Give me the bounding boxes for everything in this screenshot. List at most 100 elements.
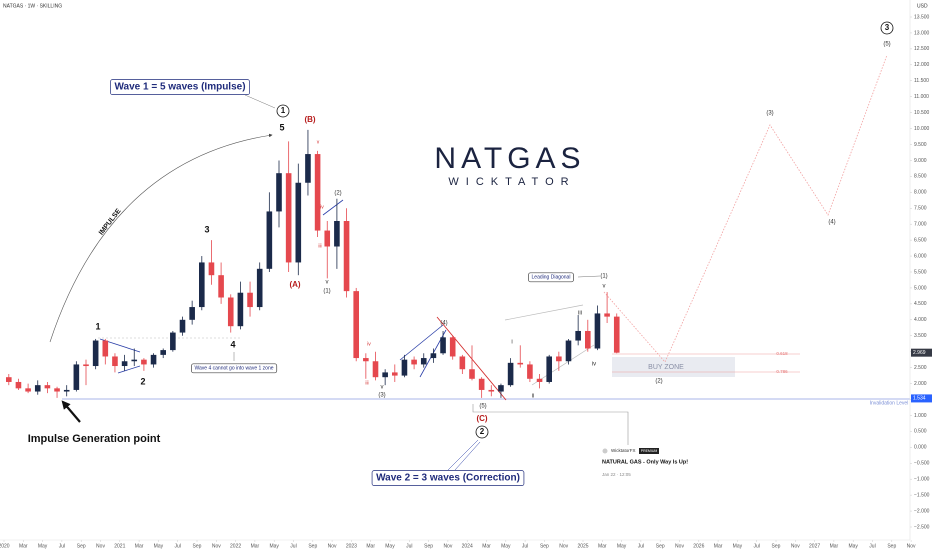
- y-tick-label: 12.500: [914, 46, 930, 52]
- candle-body: [92, 340, 99, 367]
- annotation-text: iii: [365, 380, 368, 386]
- annotation-text: 0.618: [776, 351, 788, 356]
- annotation-text: iii: [318, 243, 321, 249]
- candle-body: [150, 354, 157, 365]
- annotation-text: iv: [367, 341, 371, 347]
- badge-bg: [639, 448, 659, 454]
- pointer: [244, 94, 276, 109]
- candle-body: [15, 381, 22, 389]
- candle-body: [604, 313, 610, 317]
- annotation-text: 1: [281, 106, 286, 115]
- x-tick-label: Mar: [366, 543, 375, 549]
- candle-body: [170, 332, 176, 351]
- candle-body: [430, 353, 437, 359]
- y-tick-label: 7.000: [914, 222, 927, 228]
- trend-line: [436, 316, 507, 401]
- annotation-text: 3: [204, 224, 209, 234]
- candle-body: [585, 330, 591, 349]
- annotation-text: (1): [323, 289, 330, 295]
- candle-body: [179, 319, 186, 333]
- diagonal-line: [531, 344, 595, 386]
- annotation: v: [381, 385, 384, 391]
- x-tick-label: May: [501, 543, 511, 549]
- x-tick-label: May: [154, 543, 164, 549]
- y-tick-label: 1.000: [914, 413, 927, 419]
- logo-sub: WICKTATOR: [448, 176, 575, 188]
- x-tick-label: Mar: [135, 543, 144, 549]
- candle-body: [131, 359, 138, 362]
- annotation-text: 2: [480, 427, 485, 436]
- candle-body: [546, 356, 552, 382]
- annotation: v: [317, 139, 320, 145]
- x-tick-label: Nov: [675, 543, 684, 549]
- candle-body: [285, 173, 292, 263]
- annotation: Impulse Generation point: [28, 433, 161, 445]
- price-label: 2.969: [913, 350, 926, 356]
- candle-body: [305, 154, 311, 183]
- badge: PREMIUM: [641, 449, 658, 453]
- y-tick-label: 3.500: [914, 333, 927, 339]
- candle-body: [343, 221, 350, 292]
- annotation: 0.618: [776, 351, 788, 356]
- candle-body: [420, 358, 427, 365]
- annotation: 0.786: [776, 369, 788, 374]
- annotation: 3: [880, 21, 894, 35]
- y-tick-label: −2.000: [914, 508, 930, 514]
- x-tick-label: 2020: [0, 543, 10, 549]
- annotation: (5): [479, 404, 486, 410]
- x-tick-label: Nov: [907, 543, 916, 549]
- x-tick-label: Nov: [791, 543, 800, 549]
- annotation-text: IMPULSE: [98, 208, 123, 237]
- x-tick-label: May: [385, 543, 395, 549]
- x-tick-label: Jul: [174, 543, 180, 549]
- annotation: (4): [828, 220, 835, 226]
- y-tick-label: 13.000: [914, 30, 930, 36]
- wave-circle: [276, 104, 290, 118]
- y-tick-label: 6.000: [914, 253, 927, 259]
- annotation-text: (5): [883, 42, 890, 48]
- annotation: 1: [276, 104, 290, 118]
- annotation-text: 4: [230, 339, 235, 349]
- x-tick-label: Mar: [19, 543, 28, 549]
- candle-body: [141, 359, 147, 365]
- x-tick-label: May: [617, 543, 627, 549]
- currency: USD: [917, 3, 928, 9]
- x-tick-label: Sep: [772, 543, 781, 549]
- annotation: 5: [279, 122, 284, 132]
- annotation-text: 5: [279, 122, 284, 132]
- candle-body: [227, 297, 234, 327]
- annotation-text: BUY ZONE: [648, 364, 684, 371]
- x-tick-label: Nov: [443, 543, 452, 549]
- annotation-text: 1: [95, 321, 100, 331]
- author[interactable]: WicktatorFX: [611, 448, 636, 453]
- x-tick-label: 2024: [462, 543, 473, 549]
- annotation: ii: [532, 394, 535, 400]
- x-tick-label: Nov: [328, 543, 337, 549]
- y-tick-label: 4.000: [914, 317, 927, 323]
- annotation: (A): [289, 280, 300, 289]
- annotation-text: Leading Diagonal: [532, 274, 571, 280]
- annotation-box: [110, 79, 250, 95]
- y-tick-label: 10.000: [914, 126, 930, 132]
- annotation-text: 0.786: [776, 369, 788, 374]
- annotation-text: 2: [140, 376, 145, 386]
- annotation: 1: [95, 321, 100, 331]
- candle-body: [73, 364, 80, 390]
- y-tick-label: 12.000: [914, 62, 930, 68]
- candle-body: [527, 364, 533, 379]
- annotation-text: (4): [828, 220, 835, 226]
- candle-body: [392, 372, 398, 376]
- x-tick-label: Sep: [193, 543, 202, 549]
- annotation-text: (1): [600, 274, 607, 280]
- annotation-text: v: [317, 139, 320, 145]
- annotation: iii: [578, 311, 582, 317]
- annotation: Invalidation Level: [870, 400, 909, 406]
- y-tick-label: 13.500: [914, 14, 930, 20]
- bracket: [472, 404, 629, 445]
- trend-line: [117, 365, 141, 374]
- idea-title[interactable]: NATURAL GAS - Only Way Is Up!: [602, 459, 688, 465]
- candle-body: [160, 350, 166, 355]
- annotation-text: Wave 4 cannot go into wave 1 zone: [194, 365, 273, 371]
- y-tick-label: −1.500: [914, 492, 930, 498]
- x-tick-label: May: [38, 543, 48, 549]
